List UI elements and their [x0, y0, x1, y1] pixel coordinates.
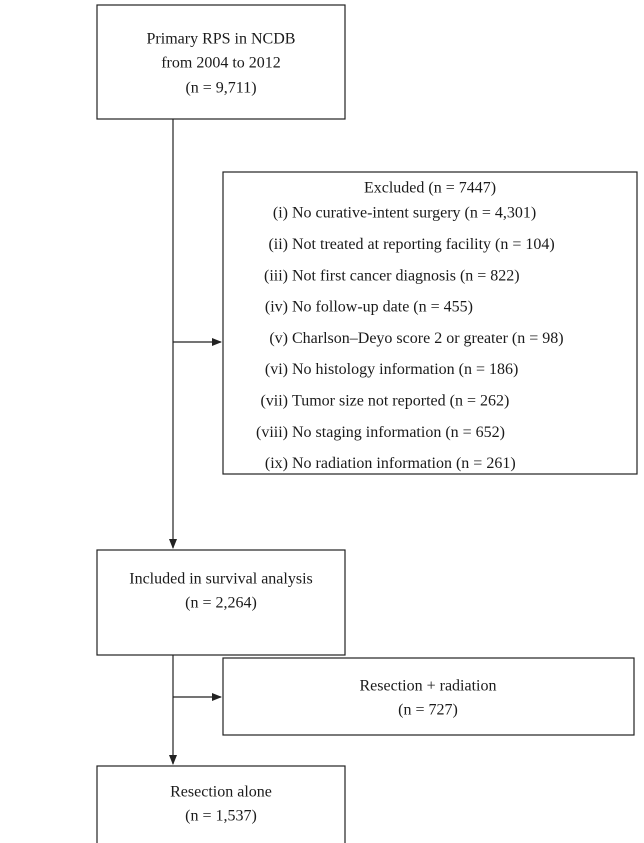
item-number: (iv) [265, 299, 288, 316]
item-text: Charlson–Deyo score 2 or greater (n = 98… [292, 330, 564, 347]
item-text: Not treated at reporting facility (n = 1… [292, 236, 555, 253]
node-text: Resection + radiation [360, 678, 497, 695]
node-box [222, 657, 635, 736]
node-text: from 2004 to 2012 [161, 55, 281, 72]
node-box [96, 4, 346, 120]
item-number: (vii) [260, 392, 288, 409]
item-number: (ix) [265, 455, 288, 472]
item-text: No staging information (n = 652) [292, 424, 505, 441]
item-number: (vi) [265, 361, 288, 378]
node-text: Included in survival analysis [129, 571, 313, 588]
item-number: (iii) [264, 267, 288, 284]
node-text: (n = 727) [398, 702, 458, 719]
node-text: (n = 9,711) [185, 80, 256, 97]
item-text: No follow-up date (n = 455) [292, 299, 473, 316]
item-number: (i) [273, 205, 288, 222]
item-number: (ii) [268, 236, 288, 253]
node-text: Primary RPS in NCDB [147, 31, 296, 48]
node-box [222, 171, 638, 475]
node-text: (n = 1,537) [185, 808, 257, 825]
item-text: Not first cancer diagnosis (n = 822) [292, 267, 520, 284]
item-number: (v) [269, 330, 288, 347]
node-box [96, 765, 346, 843]
item-text: Tumor size not reported (n = 262) [292, 392, 509, 409]
node-title: Excluded (n = 7447) [364, 180, 496, 197]
node-text: (n = 2,264) [185, 595, 257, 612]
item-number: (viii) [256, 424, 288, 441]
node-text: Resection alone [170, 784, 272, 801]
item-text: No radiation information (n = 261) [292, 455, 516, 472]
item-text: No curative-intent surgery (n = 4,301) [292, 205, 536, 222]
node-box [96, 549, 346, 656]
item-text: No histology information (n = 186) [292, 361, 518, 378]
